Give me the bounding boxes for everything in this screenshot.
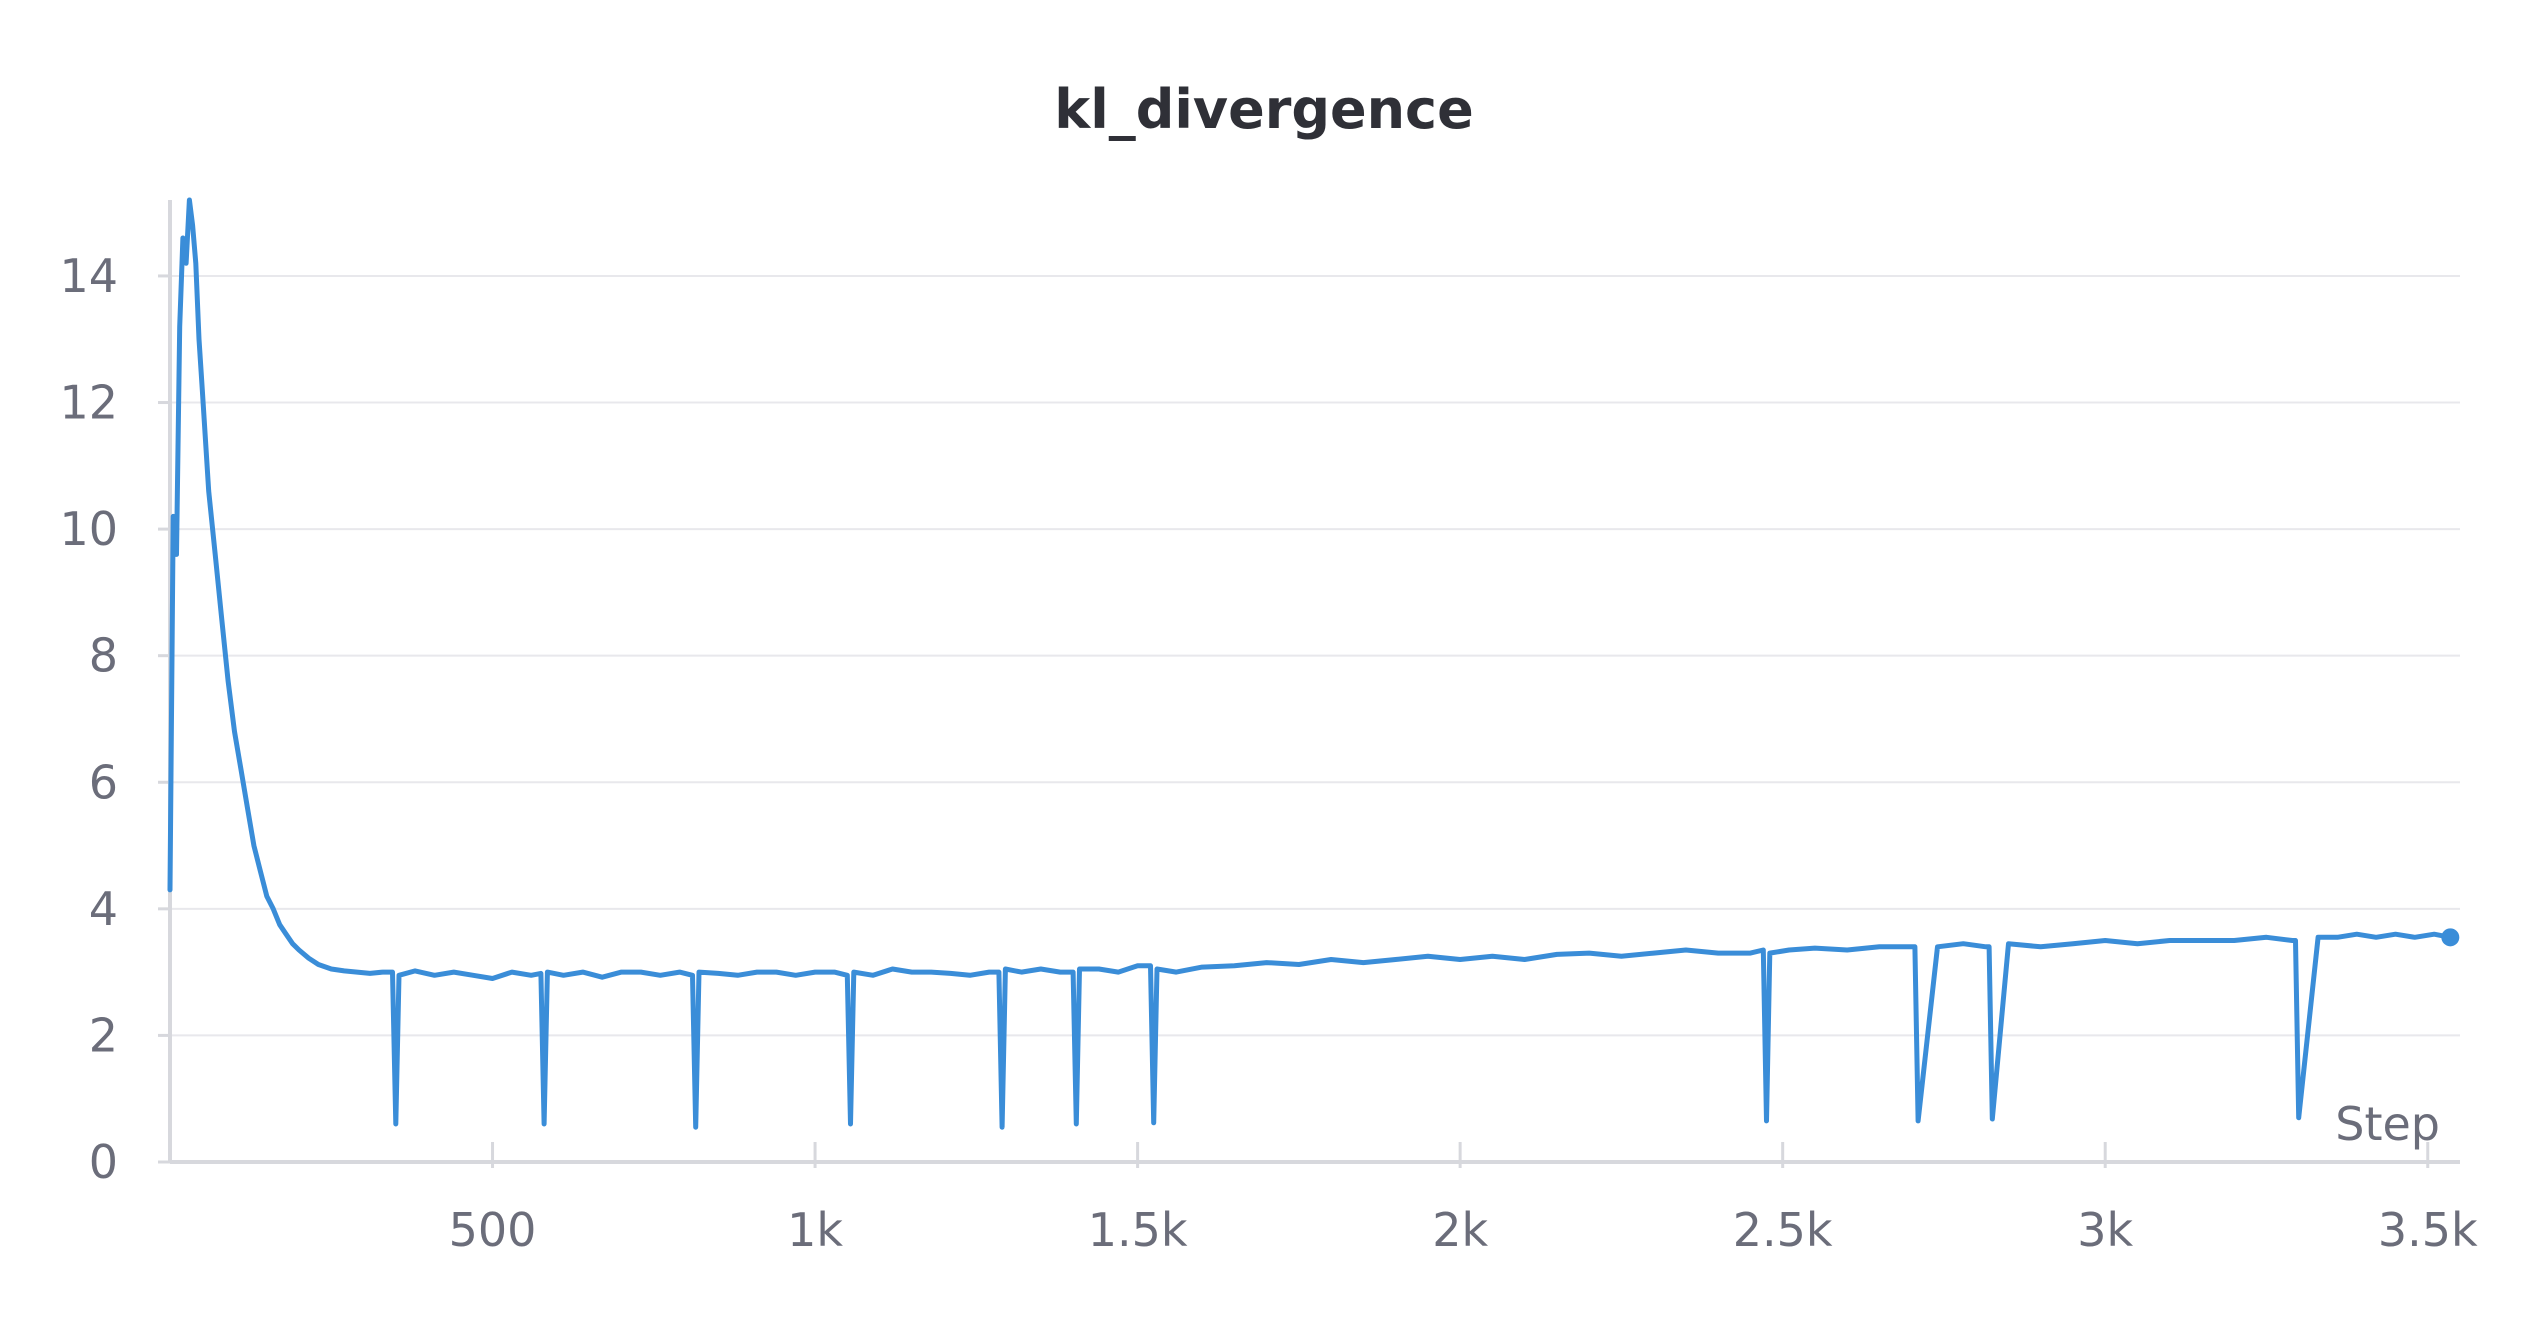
y-tick-label: 0 (89, 1135, 118, 1189)
series-layer (167, 197, 2460, 1130)
y-tick-label: 4 (89, 882, 118, 936)
y-tick-label: 8 (89, 629, 118, 683)
x-tick-label: 1.5k (1088, 1203, 1188, 1257)
x-tick-label: 2.5k (1733, 1203, 1833, 1257)
y-tick-label: 12 (59, 376, 118, 430)
x-tick-label: 1k (787, 1203, 843, 1257)
x-tick-labels: 500 1k 1.5k 2k 2.5k 3k 3.5k (449, 1142, 2478, 1257)
y-tick-labels: 0 2 4 6 8 10 12 14 (59, 249, 170, 1189)
y-tick-label: 2 (89, 1008, 118, 1062)
x-tick-label: 2k (1432, 1203, 1488, 1257)
x-axis-label: Step (2335, 1097, 2440, 1151)
y-tick-label: 6 (89, 755, 118, 809)
series-line (167, 197, 2453, 1130)
y-tick-label: 14 (59, 249, 118, 303)
x-tick-label: 3k (2077, 1203, 2133, 1257)
x-tick-label: 500 (449, 1203, 537, 1257)
x-tick-label: 3.5k (2378, 1203, 2478, 1257)
y-tick-label: 10 (59, 502, 118, 556)
axes (168, 200, 2460, 1164)
series-end-point (2441, 928, 2460, 947)
grid-lines (170, 274, 2460, 1037)
chart-title: kl_divergence (1054, 78, 1473, 141)
